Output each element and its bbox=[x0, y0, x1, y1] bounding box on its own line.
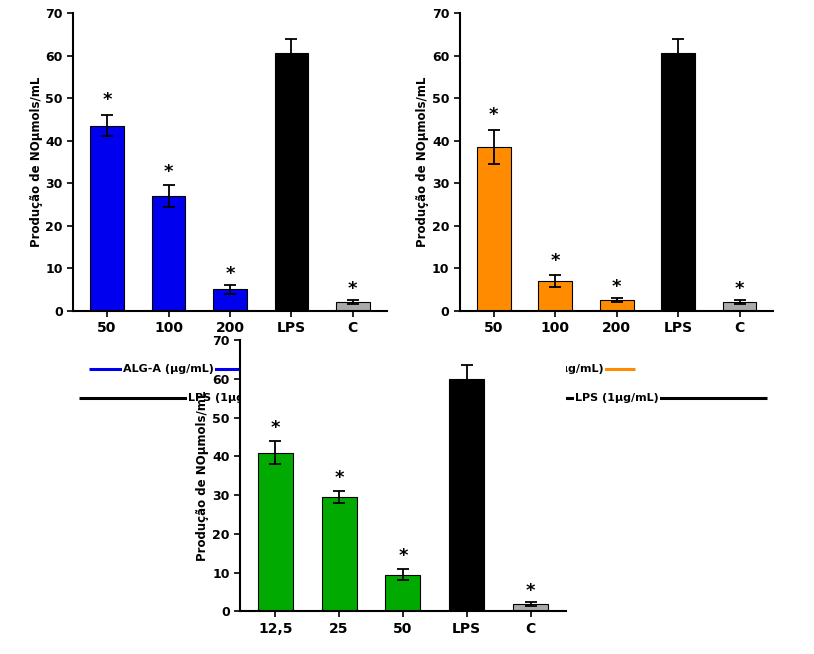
Text: LPS (1μg/mL): LPS (1μg/mL) bbox=[575, 394, 659, 404]
Text: ALG-A (μg/mL): ALG-A (μg/mL) bbox=[123, 364, 214, 373]
Bar bbox=[274, 54, 309, 311]
Y-axis label: Produção de NOμmols/mL: Produção de NOμmols/mL bbox=[416, 77, 429, 247]
Bar bbox=[449, 379, 484, 611]
Text: *: * bbox=[735, 280, 744, 298]
Text: *: * bbox=[550, 252, 560, 270]
Bar bbox=[213, 289, 247, 311]
Bar bbox=[600, 300, 633, 311]
Bar bbox=[477, 147, 510, 311]
Text: *: * bbox=[225, 265, 234, 283]
Bar bbox=[385, 575, 421, 611]
Text: *: * bbox=[103, 91, 112, 109]
Bar bbox=[151, 196, 186, 311]
Text: *: * bbox=[335, 470, 344, 487]
Text: LPS (1μg/mL): LPS (1μg/mL) bbox=[188, 394, 272, 404]
Bar bbox=[723, 302, 756, 311]
Bar bbox=[258, 453, 293, 611]
Bar bbox=[538, 281, 572, 311]
Bar bbox=[90, 126, 124, 311]
Bar bbox=[336, 302, 370, 311]
Text: *: * bbox=[526, 582, 536, 600]
Y-axis label: Produção de NOμmols/mL: Produção de NOμmols/mL bbox=[196, 390, 209, 561]
Bar bbox=[661, 54, 695, 311]
Bar bbox=[322, 497, 357, 611]
Text: *: * bbox=[164, 163, 173, 181]
Text: *: * bbox=[270, 419, 280, 437]
Text: *: * bbox=[612, 278, 621, 296]
Y-axis label: Produção de NOμmols/mL: Produção de NOμmols/mL bbox=[29, 77, 42, 247]
Text: *: * bbox=[398, 547, 408, 565]
Text: ALG-02 (μg/mL): ALG-02 (μg/mL) bbox=[506, 364, 604, 373]
Bar bbox=[513, 604, 548, 611]
Text: *: * bbox=[489, 105, 498, 124]
Text: *: * bbox=[348, 280, 357, 298]
